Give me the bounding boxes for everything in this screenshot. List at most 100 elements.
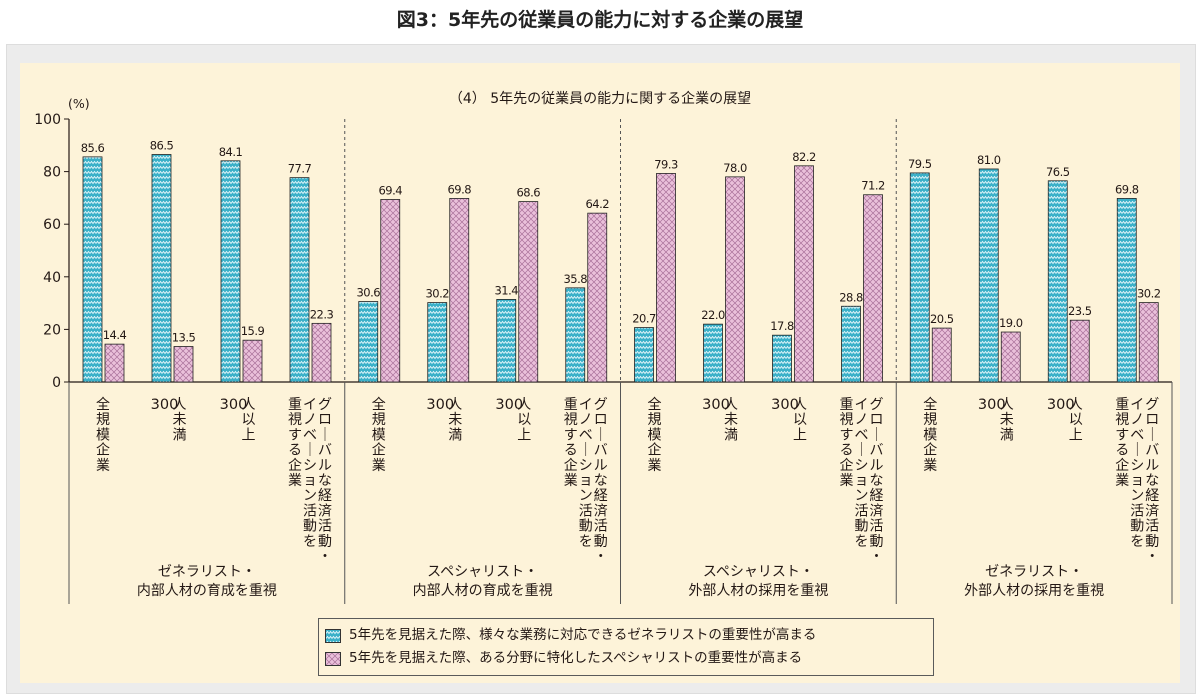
x-category-label-char: 全	[923, 396, 937, 413]
bar-specialist	[1000, 331, 1021, 383]
x-category-label-char: 経	[594, 488, 608, 504]
x-category-label-char: ノ	[855, 412, 869, 428]
x-category-label-char: な	[318, 473, 332, 489]
x-category-label-char: 以	[242, 412, 256, 428]
x-category-label-char: 経	[1145, 488, 1159, 504]
data-label-specialist: 23.5	[1068, 304, 1092, 318]
x-category-label-number: 300	[1047, 397, 1075, 413]
data-label-specialist: 79.3	[654, 157, 678, 171]
x-category-label-char: を	[303, 534, 317, 550]
x-category-label-char: 満	[173, 427, 187, 443]
x-category-label-char: ョ	[1130, 473, 1144, 489]
legend-label-specialist: 5年先を見据えた際、ある分野に特化したスペシャリストの重要性が高まる	[349, 650, 803, 666]
x-category-label-char: シ	[1130, 458, 1144, 474]
bar-specialist	[173, 346, 194, 383]
data-label-generalist: 86.5	[150, 139, 174, 153]
bar-generalist	[151, 154, 172, 383]
x-category-label-char: る	[1115, 443, 1129, 459]
bar-generalist	[565, 287, 586, 383]
group-label: 内部人材の育成を重視	[137, 583, 277, 599]
x-category-label-char: 全	[96, 396, 110, 413]
data-label-specialist: 30.2	[1137, 287, 1161, 301]
x-category-label-char: ロ	[318, 412, 332, 428]
x-category-label-char: ロ	[870, 412, 884, 428]
bar-specialist	[449, 198, 470, 383]
bar-generalist	[82, 156, 103, 383]
x-category-label-char: 人	[173, 397, 187, 413]
bar-specialist	[518, 201, 539, 383]
data-label-generalist: 84.1	[219, 145, 243, 159]
x-category-label-char: 動	[870, 534, 884, 550]
x-category-label-char: 動	[594, 534, 608, 550]
x-category-label-char: シ	[579, 458, 593, 474]
legend-swatch-specialist	[325, 652, 341, 666]
x-category-label-char: ベ	[1130, 427, 1144, 443]
x-category-label-char: 企	[288, 457, 302, 474]
x-category-label-char: 視	[288, 412, 302, 428]
x-category-label-char: る	[288, 443, 302, 459]
y-tick-label: 80	[43, 165, 61, 181]
chart-legend: 5年先を見据えた際、様々な業務に対応できるゼネラリストの重要性が高まる 5年先を…	[318, 618, 934, 676]
bar-specialist	[104, 343, 125, 383]
data-label-specialist: 64.2	[585, 197, 609, 211]
x-category-label-char: 活	[318, 519, 332, 535]
bar-specialist	[794, 165, 814, 383]
x-category-label-char: ル	[318, 458, 332, 474]
x-category-label-char: 活	[579, 503, 593, 519]
bar-specialist	[242, 339, 263, 383]
x-category-label-char: ノ	[1130, 412, 1144, 428]
x-category-label-char: を	[855, 534, 869, 550]
x-category-label-char: 規	[923, 412, 937, 428]
x-category-label-char: な	[1145, 473, 1159, 489]
x-category-label-char: 動	[303, 519, 317, 535]
x-category-label-char: 動	[579, 519, 593, 535]
x-category-label-char: 企	[372, 442, 386, 459]
x-category-label-char: イ	[303, 397, 317, 413]
x-category-label-char: る	[840, 443, 854, 459]
bar-specialist	[1069, 319, 1090, 383]
x-category-label-char: 企	[923, 442, 937, 459]
x-category-label-char: 視	[1115, 412, 1129, 428]
data-label-generalist: 28.8	[839, 290, 863, 304]
x-category-label-char: 動	[1130, 519, 1144, 535]
x-category-label-char: グ	[594, 397, 608, 413]
data-label-generalist: 30.2	[425, 287, 449, 301]
x-category-label-char: す	[1115, 427, 1129, 443]
x-category-label-char: ノ	[579, 412, 593, 428]
data-label-specialist: 69.4	[378, 183, 402, 197]
x-category-label-char: ｜	[855, 443, 869, 459]
x-category-label-char: シ	[855, 458, 869, 474]
data-label-specialist: 22.3	[310, 307, 334, 321]
x-category-label-char: 経	[318, 488, 332, 504]
x-category-label-char: ョ	[579, 473, 593, 489]
x-category-label-char: グ	[1145, 397, 1159, 413]
bar-specialist	[656, 173, 676, 383]
x-category-label-char: 活	[1130, 503, 1144, 519]
x-category-label-char: 視	[564, 412, 578, 428]
bar-specialist	[311, 322, 332, 383]
bar-specialist	[725, 176, 745, 383]
bar-generalist	[220, 160, 241, 383]
x-category-label-char: 規	[648, 412, 662, 428]
data-label-specialist: 20.5	[930, 312, 954, 326]
x-category-label-char: ｜	[303, 443, 317, 459]
data-label-specialist: 82.2	[792, 150, 816, 164]
x-category-label-char: 活	[1145, 519, 1159, 535]
x-category-label-char: ン	[303, 488, 317, 504]
x-category-label-char: 人	[242, 397, 256, 413]
x-category-label-char: ・	[870, 549, 884, 565]
x-category-label-char: す	[840, 427, 854, 443]
x-category-label-char: ノ	[303, 412, 317, 428]
x-category-label-char: 規	[372, 412, 386, 428]
x-category-label-char: ・	[318, 549, 332, 565]
x-category-label-number: 300	[151, 397, 179, 413]
x-category-label-char: ｜	[1145, 427, 1159, 443]
x-category-label-char: ｜	[870, 427, 884, 443]
x-category-label-char: 企	[1115, 457, 1129, 474]
x-category-label-char: 全	[372, 396, 386, 413]
x-category-label-char: シ	[303, 458, 317, 474]
x-category-label-char: イ	[579, 397, 593, 413]
x-category-label-number: 300	[220, 397, 248, 413]
bar-generalist	[358, 301, 379, 383]
bar-generalist	[841, 305, 861, 383]
